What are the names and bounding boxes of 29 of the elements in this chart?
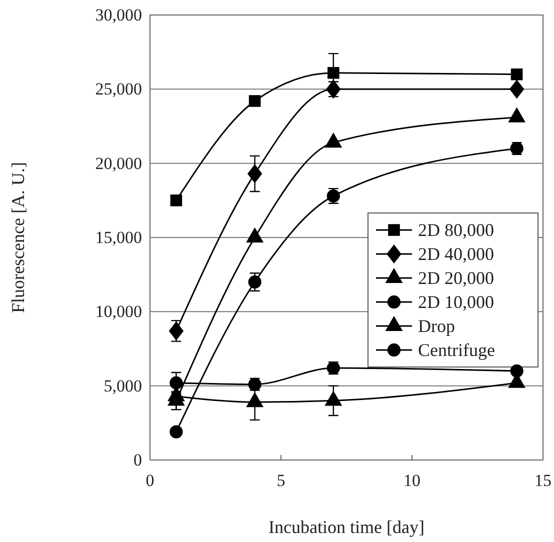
legend-label: 2D 20,000	[418, 268, 494, 288]
y-tick-label: 30,000	[95, 5, 142, 24]
y-tick-label: 25,000	[95, 80, 142, 99]
legend-label: 2D 40,000	[418, 244, 494, 264]
y-tick-label: 5,000	[104, 376, 142, 396]
legend-label: 2D 80,000	[418, 220, 494, 240]
point	[248, 164, 262, 183]
y-tick-label: 10,000	[95, 302, 142, 322]
x-tick-label: 15	[534, 471, 552, 490]
point	[170, 194, 182, 206]
legend-label: 2D 10,000	[418, 292, 494, 312]
point	[510, 68, 523, 80]
x-tick-label: 0	[146, 471, 154, 490]
y-tick-label: 20,000	[95, 154, 142, 173]
point	[248, 95, 261, 107]
point	[328, 66, 340, 79]
point	[170, 425, 183, 438]
y-tick-label: 0	[134, 450, 142, 470]
point	[170, 376, 183, 390]
legend-label: Drop	[418, 316, 455, 336]
x-tick-label: 5	[276, 471, 286, 490]
legend-label: Centrifuge	[418, 340, 495, 360]
y-axis-title: Fluorescence [A. U.]	[8, 162, 28, 313]
point	[248, 275, 262, 289]
y-tick-label: 15,000	[95, 228, 142, 247]
point	[510, 80, 524, 98]
x-axis-title: Incubation time [day]	[268, 517, 424, 537]
point	[510, 364, 524, 378]
x-tick-label: 10	[404, 471, 420, 490]
